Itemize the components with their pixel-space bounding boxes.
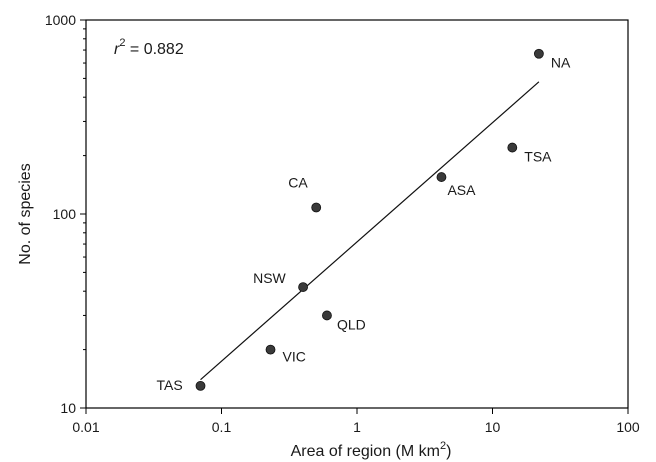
y-tick-label: 1000: [45, 12, 76, 28]
fit-line: [200, 81, 540, 381]
r-squared-annotation: r2 = 0.882: [114, 37, 184, 58]
y-axis-title: No. of species: [17, 163, 34, 264]
data-point: [507, 142, 518, 153]
data-point: [533, 48, 544, 59]
point-label: ASA: [447, 182, 476, 198]
data-points: TAS VIC NSW QLD CA ASA TSA NA: [157, 48, 571, 393]
data-point: [298, 282, 308, 292]
x-tick-label: 1: [353, 419, 361, 435]
point-label: VIC: [283, 349, 306, 365]
data-point: [322, 310, 332, 321]
plot-frame: [85, 19, 629, 409]
point-label: NSW: [253, 270, 286, 286]
data-point: [311, 202, 322, 213]
fit-line-group: [200, 81, 540, 381]
x-tick-label: 0.1: [212, 419, 232, 435]
point-label: CA: [288, 175, 308, 191]
x-tick-label: 10: [485, 419, 501, 435]
y-tick-label: 10: [60, 400, 76, 416]
axes: [85, 19, 629, 409]
tick-marks: 0.01 0.1 1 10 100 10 100 1000: [45, 12, 640, 435]
x-tick-label: 0.01: [72, 419, 99, 435]
point-label: QLD: [337, 316, 366, 332]
x-tick-label: 100: [616, 419, 640, 435]
x-axis-title: Area of region (M km2): [291, 440, 452, 460]
y-tick-label: 100: [53, 206, 77, 222]
data-point: [265, 344, 276, 355]
point-label: TAS: [157, 377, 183, 393]
point-label: NA: [551, 55, 571, 71]
data-point: [195, 380, 206, 391]
point-label: TSA: [524, 149, 552, 165]
data-point: [436, 172, 447, 182]
